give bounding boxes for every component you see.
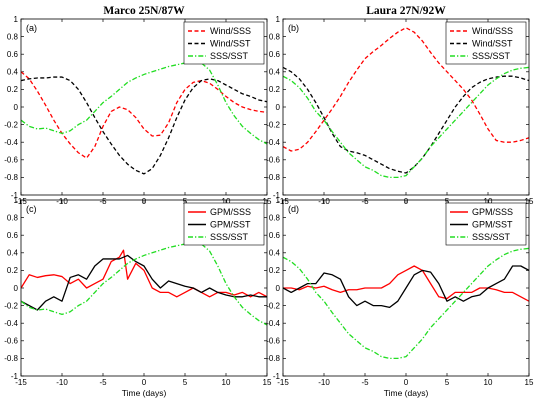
y-tick-label: -0.6 [266, 156, 280, 165]
x-tick-label: -10 [56, 378, 68, 387]
x-axis-label: Time (days) [384, 388, 429, 398]
legend-entry: Wind/SSS [210, 26, 251, 36]
y-tick-label: 1 [14, 196, 19, 205]
x-tick-label: -5 [361, 378, 369, 387]
legend-entry: Wind/SST [472, 39, 513, 49]
y-tick-label: 0.8 [7, 213, 19, 222]
y-tick-label: -1 [273, 372, 281, 381]
panel-label: (b) [288, 23, 299, 33]
y-tick-label: 0.6 [269, 50, 281, 59]
y-tick-label: 0.2 [7, 266, 19, 275]
legend-entry: SSS/SST [472, 232, 511, 242]
y-tick-label: 1 [276, 196, 281, 205]
plot-frame [20, 18, 268, 196]
series-line-sss-sst [21, 61, 267, 145]
y-tick-label: -0.8 [4, 173, 18, 182]
panel-1: -1-0.8-0.6-0.4-0.200.20.40.60.81-15 -10 -5… [4, 5, 272, 206]
legend-entry: SSS/SST [472, 51, 511, 61]
x-tick-label: 15 [525, 378, 534, 387]
panel-3: -1 -0.8 -0.6 -0.4 -0.2 0 0.2 0.4 0.6 0.8 1 -15 -10 -5… [4, 196, 272, 398]
legend-entry: Wind/SSS [472, 26, 513, 36]
x-tick-label: 0 [142, 378, 147, 387]
y-tick-label: 0.8 [7, 32, 19, 41]
y-tick-label: 1 [14, 15, 19, 24]
x-tick-label: 0 [404, 378, 409, 387]
y-tick-label: 0.8 [269, 32, 281, 41]
y-tick-label: -0.6 [266, 337, 280, 346]
chart-title: Marco 25N/87W [103, 5, 185, 17]
y-tick-label: -1 [11, 372, 19, 381]
x-tick-label: 10 [484, 378, 493, 387]
x-tick-label: 5 [445, 378, 450, 387]
series-line-wind-sst [21, 76, 267, 175]
x-tick-label: -5 [99, 378, 107, 387]
legend-entry: GPM/SSS [472, 207, 513, 217]
series-line-wind-sst [283, 66, 529, 174]
series-line-gpm-sst [283, 265, 529, 309]
y-tick-label: 0 [276, 284, 281, 293]
plot-frame [282, 199, 530, 377]
y-tick-label: -0.2 [266, 120, 280, 129]
series-line-wind-sss [21, 71, 267, 159]
series-line-sss-sst [283, 247, 529, 360]
y-tick-label: -0.6 [4, 337, 18, 346]
legend-entry: GPM/SST [472, 220, 513, 230]
y-tick-label: -0.8 [4, 354, 18, 363]
plot-frame [20, 199, 268, 377]
panel-2: -1-0.8-0.6-0.4-0.200.20.40.60.81-15 -10 -5… [266, 5, 534, 206]
legend-entry: GPM/SSS [210, 207, 251, 217]
chart-title: Laura 27N/92W [366, 5, 446, 17]
y-tick-label: 1 [276, 15, 281, 24]
x-axis-label: Time (days) [122, 388, 167, 398]
y-tick-label: 0.6 [269, 231, 281, 240]
y-tick-label: -1 [273, 191, 281, 200]
series-line-gpm-sst [21, 254, 267, 311]
y-tick-label: -0.2 [266, 301, 280, 310]
y-tick-label: 0.4 [269, 68, 281, 77]
x-tick-label: -10 [318, 378, 330, 387]
panel-label: (d) [288, 204, 299, 214]
y-tick-label: -0.2 [4, 120, 18, 129]
legend-entry: SSS/SST [210, 51, 249, 61]
y-tick-label: 0.2 [7, 85, 19, 94]
x-tick-label: 5 [183, 378, 188, 387]
x-tick-label: -15 [15, 378, 27, 387]
legend-entry: GPM/SST [210, 220, 251, 230]
y-tick-label: -0.6 [4, 156, 18, 165]
y-tick-label: 0 [14, 284, 19, 293]
y-tick-label: -0.4 [4, 138, 18, 147]
y-tick-label: -0.4 [266, 138, 280, 147]
y-tick-label: -0.4 [4, 319, 18, 328]
y-tick-label: -1 [11, 191, 19, 200]
x-tick-label: -15 [277, 378, 289, 387]
series-line-sss-sst [21, 242, 267, 326]
y-tick-label: 0.2 [269, 266, 281, 275]
y-tick-label: 0.2 [269, 85, 281, 94]
legend-entry: Wind/SST [210, 39, 251, 49]
y-tick-label: 0.8 [269, 213, 281, 222]
series-line-wind-sss [283, 27, 529, 152]
y-tick-label: 0.4 [269, 249, 281, 258]
y-tick-label: -0.2 [4, 301, 18, 310]
y-tick-label: 0.4 [7, 249, 19, 258]
series-line-sss-sst [283, 66, 529, 179]
plot-frame [282, 18, 530, 196]
panel-4: -1 -0.8 -0.6 -0.4 -0.2 0 0.2 0.4 0.6 0.8 1 -15 -10 -5… [266, 196, 534, 398]
x-tick-label: 10 [222, 378, 231, 387]
y-tick-label: -0.8 [266, 173, 280, 182]
x-tick-label: 15 [263, 378, 272, 387]
y-tick-label: 0.6 [7, 231, 19, 240]
y-tick-label: 0 [14, 103, 19, 112]
y-tick-label: 0.6 [7, 50, 19, 59]
legend-entry: SSS/SST [210, 232, 249, 242]
series-line-gpm-sss [21, 249, 267, 298]
y-tick-label: -0.4 [266, 319, 280, 328]
panel-label: (a) [26, 23, 37, 33]
panel-label: (c) [26, 204, 37, 214]
y-tick-label: 0 [276, 103, 281, 112]
y-tick-label: 0.4 [7, 68, 19, 77]
y-tick-label: -0.8 [266, 354, 280, 363]
